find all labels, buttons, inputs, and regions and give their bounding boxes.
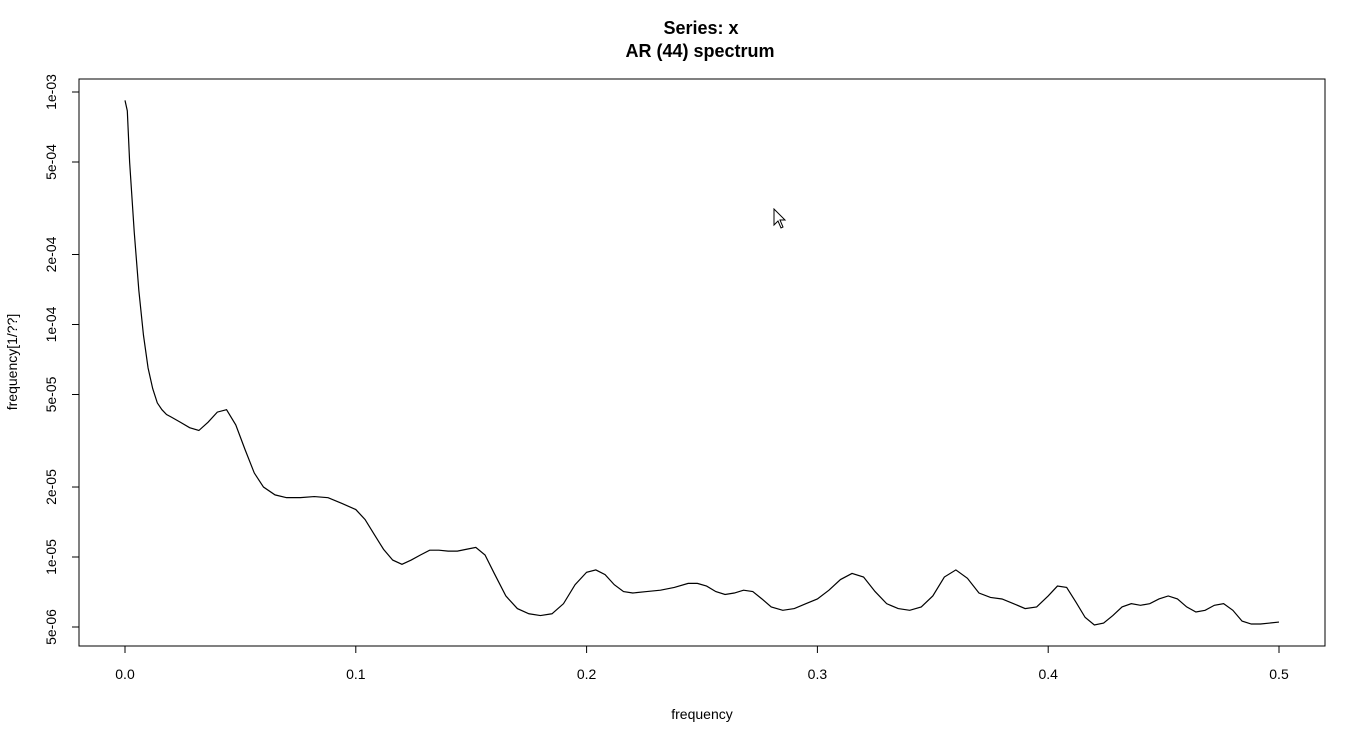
spectrum-line [124,100,1280,626]
y-tick-label: 2e-04 [43,236,59,272]
y-axis-label: frequency[1/??] [4,314,20,411]
x-axis-label: frequency [671,706,732,722]
y-tick-label: 1e-04 [43,306,59,342]
x-tick-label: 0.2 [577,666,597,682]
x-tick-label: 0.5 [1269,666,1289,682]
plot-frame [78,78,1326,647]
x-tick-label: 0.3 [808,666,828,682]
chart-subtitle: AR (44) spectrum [625,41,774,61]
y-tick-label: 2e-05 [43,469,59,505]
y-tick-label: 5e-04 [43,144,59,180]
y-tick-label: 1e-03 [43,74,59,110]
mouse-pointer-icon [773,208,787,229]
y-tick-label: 5e-05 [43,376,59,412]
y-tick-label: 5e-06 [43,609,59,645]
x-tick-label: 0.1 [346,666,366,682]
x-tick-label: 0.4 [1038,666,1058,682]
x-axis: 0.0 0.1 0.2 0.3 0.4 0.5 [115,645,1289,682]
y-axis: 5e-06 1e-05 2e-05 5e-05 1e-04 2e-04 5e-04 1e-03 [43,74,80,645]
x-tick-label: 0.0 [115,666,135,682]
chart-title: Series: x [663,18,738,38]
y-tick-label: 1e-05 [43,539,59,575]
